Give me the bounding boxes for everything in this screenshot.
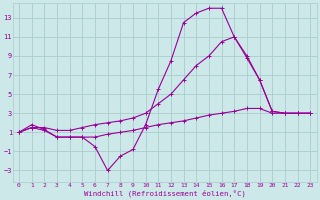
X-axis label: Windchill (Refroidissement éolien,°C): Windchill (Refroidissement éolien,°C) [84,189,245,197]
